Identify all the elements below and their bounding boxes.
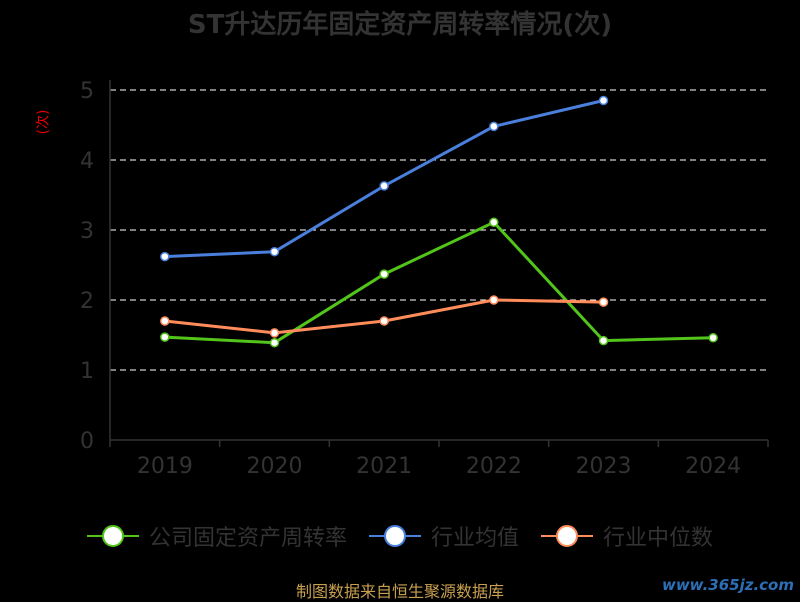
y-tick-label-3: 3 bbox=[80, 219, 94, 244]
x-tick-label-2024: 2024 bbox=[685, 454, 741, 479]
series-line-0 bbox=[164, 220, 714, 345]
data-point-s0-2024 bbox=[708, 333, 718, 343]
legend-item-company[interactable]: 公司固定资产周转率 bbox=[86, 520, 347, 552]
data-point-s0-2023 bbox=[598, 335, 609, 346]
legend-marker-industry-mean bbox=[368, 525, 421, 547]
data-point-s0-2019 bbox=[160, 332, 170, 342]
legend-item-industry-mean[interactable]: 行业均值 bbox=[368, 520, 519, 552]
data-point-s0-2022 bbox=[489, 217, 499, 228]
data-point-s2-2021 bbox=[379, 316, 389, 326]
data-point-s2-2020 bbox=[269, 328, 280, 338]
y-tick-label-2: 2 bbox=[80, 289, 94, 314]
legend-label-company: 公司固定资产周转率 bbox=[148, 526, 347, 551]
data-source-note: 制图数据来自恒生聚源数据库 bbox=[295, 582, 504, 601]
legend: 公司固定资产周转率 行业均值 行业中位数 bbox=[0, 520, 800, 552]
y-tick-label-5: 5 bbox=[80, 79, 94, 104]
x-tick-label-2020: 2020 bbox=[247, 454, 303, 479]
y-tick-label-4: 4 bbox=[80, 149, 94, 174]
legend-label-industry-median: 行业中位数 bbox=[603, 526, 714, 551]
y-tick-label-0: 0 bbox=[80, 429, 94, 454]
data-point-s1-2020 bbox=[269, 246, 280, 257]
data-point-s1-2019 bbox=[160, 251, 170, 262]
data-point-s1-2021 bbox=[379, 181, 389, 191]
x-tick-label-2019: 2019 bbox=[137, 454, 193, 479]
series-line-1 bbox=[164, 99, 604, 259]
data-point-s2-2019 bbox=[160, 316, 170, 326]
legend-marker-industry-median bbox=[541, 525, 593, 547]
legend-label-industry-mean: 行业均值 bbox=[430, 526, 519, 551]
x-tick-label-2022: 2022 bbox=[466, 454, 522, 479]
legend-item-industry-median[interactable]: 行业中位数 bbox=[541, 520, 713, 552]
chart-title: ST升达历年固定资产周转率情况(次) bbox=[187, 10, 613, 40]
x-tick-label-2023: 2023 bbox=[576, 454, 632, 479]
watermark: www.365jz.com bbox=[661, 576, 794, 594]
data-point-s2-2023 bbox=[598, 297, 609, 307]
data-point-s1-2022 bbox=[489, 121, 499, 132]
data-point-s0-2021 bbox=[379, 269, 389, 279]
x-tick-label-2021: 2021 bbox=[356, 454, 412, 479]
y-tick-label-1: 1 bbox=[80, 359, 94, 384]
data-point-s0-2020 bbox=[269, 337, 280, 348]
legend-marker-company bbox=[86, 525, 139, 547]
data-point-s1-2023 bbox=[598, 95, 609, 106]
data-point-s2-2022 bbox=[489, 295, 499, 305]
